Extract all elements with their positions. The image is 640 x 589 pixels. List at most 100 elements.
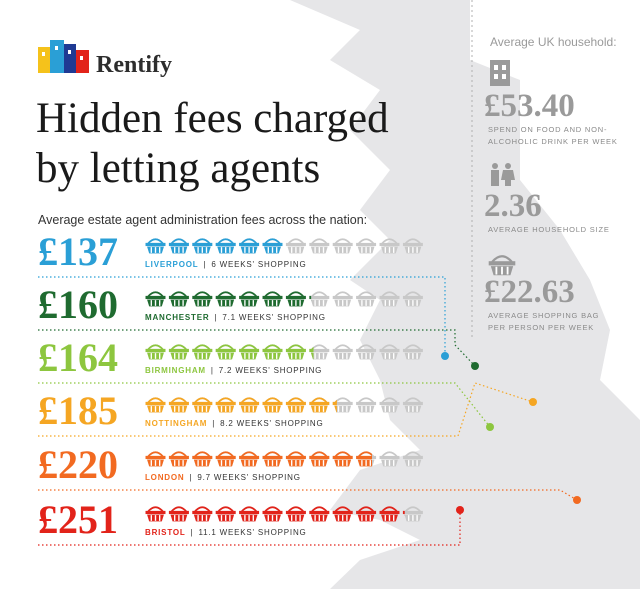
basket [262, 451, 283, 467]
stat-value: £22.63 [484, 274, 575, 310]
map-dot [486, 423, 494, 431]
basket [355, 451, 372, 467]
basket [332, 451, 354, 467]
basket [215, 451, 237, 467]
basket [168, 344, 190, 360]
basket [168, 238, 190, 254]
basket [145, 506, 166, 522]
stat-label: AVERAGE HOUSEHOLD SIZE [488, 225, 610, 234]
map-dot [529, 398, 537, 406]
stat-label: ALCOHOLIC DRINK PER WEEK [488, 137, 618, 146]
connector [38, 382, 491, 428]
basket [168, 397, 190, 413]
basket-empty [308, 291, 330, 307]
city: MANCHESTER [145, 313, 209, 322]
basket [262, 397, 283, 413]
basket [191, 506, 213, 522]
basket [191, 397, 213, 413]
stat-label: SPEND ON FOOD AND NON- [488, 125, 607, 134]
basket [168, 291, 190, 307]
fee: £185 [38, 388, 118, 433]
fee: £251 [38, 497, 118, 542]
city: BRISTOL [145, 528, 186, 537]
basket [168, 506, 190, 522]
basket-empty [308, 238, 330, 254]
basket-empty [332, 238, 354, 254]
basket [191, 451, 213, 467]
basket-empty [332, 397, 354, 413]
city: LONDON [145, 473, 184, 482]
basket [238, 291, 260, 307]
city: NOTTINGHAM [145, 419, 207, 428]
map-dot [573, 496, 581, 504]
basket [285, 506, 307, 522]
connector [38, 329, 476, 367]
weeks-label: 7.1 WEEKS' SHOPPING [222, 313, 325, 322]
separator: | [203, 260, 206, 269]
basket [262, 238, 283, 254]
weeks-label: 11.1 WEEKS' SHOPPING [198, 528, 306, 537]
basket [285, 451, 307, 467]
basket [238, 506, 260, 522]
basket [262, 291, 283, 307]
separator: | [211, 366, 214, 375]
basket [262, 506, 283, 522]
basket [238, 344, 260, 360]
weeks-label: 8.2 WEEKS' SHOPPING [220, 419, 323, 428]
fee: £137 [38, 229, 118, 274]
basket [145, 451, 166, 467]
basket [238, 451, 260, 467]
stat-value: £53.40 [484, 88, 575, 124]
stat-label: PER PERSON PER WEEK [488, 323, 594, 332]
brand: Rentify [96, 52, 172, 78]
basket-empty [332, 291, 354, 307]
basket-fill [145, 397, 337, 413]
row-label: LIVERPOOL | 6 WEEKS' SHOPPING [145, 260, 306, 269]
sidebar-icons [488, 60, 516, 276]
basket-empty [355, 238, 377, 254]
basket [308, 397, 330, 413]
city: LIVERPOOL [145, 260, 198, 269]
row-label: LONDON | 9.7 WEEKS' SHOPPING [145, 473, 301, 482]
basket [285, 397, 307, 413]
row-label: BIRMINGHAM | 7.2 WEEKS' SHOPPING [145, 366, 322, 375]
fee: £164 [38, 335, 118, 380]
basket [308, 451, 330, 467]
basket [285, 291, 307, 307]
map [290, 0, 640, 589]
basket-empty [355, 397, 377, 413]
basket [145, 344, 166, 360]
weeks-label: 6 WEEKS' SHOPPING [211, 260, 306, 269]
basket-empty [285, 238, 307, 254]
basket [215, 344, 237, 360]
basket [308, 506, 330, 522]
stat-label: AVERAGE SHOPPING BAG [488, 311, 599, 320]
basket-empty [332, 344, 354, 360]
weeks-label: 9.7 WEEKS' SHOPPING [197, 473, 300, 482]
basket [191, 291, 213, 307]
basket [215, 506, 237, 522]
basket [145, 397, 166, 413]
row-label: NOTTINGHAM | 8.2 WEEKS' SHOPPING [145, 419, 324, 428]
separator: | [191, 528, 194, 537]
map-dot [441, 352, 449, 360]
basket [215, 238, 237, 254]
title: by letting agents [36, 145, 320, 192]
basket [191, 238, 213, 254]
city: BIRMINGHAM [145, 366, 206, 375]
logo [38, 40, 89, 73]
connector [38, 510, 461, 546]
separator: | [212, 419, 215, 428]
basket [168, 451, 190, 467]
separator: | [189, 473, 192, 482]
row-label: MANCHESTER | 7.1 WEEKS' SHOPPING [145, 313, 326, 322]
basket [215, 291, 237, 307]
basket [215, 397, 237, 413]
basket [262, 344, 283, 360]
map-dot [471, 362, 479, 370]
separator: | [214, 313, 217, 322]
basket [285, 344, 307, 360]
row-label: BRISTOL | 11.1 WEEKS' SHOPPING [145, 528, 307, 537]
basket-empty [308, 344, 330, 360]
